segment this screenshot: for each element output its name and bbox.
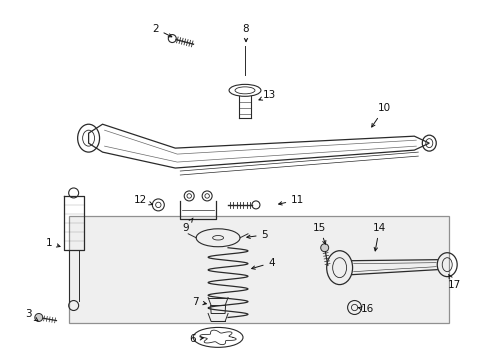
- Text: 13: 13: [259, 90, 276, 100]
- Text: 3: 3: [25, 310, 38, 321]
- Text: 16: 16: [357, 305, 373, 315]
- Text: 9: 9: [182, 218, 193, 233]
- Text: 10: 10: [371, 103, 390, 127]
- Circle shape: [320, 244, 328, 252]
- Text: 5: 5: [246, 230, 268, 240]
- Text: 2: 2: [152, 24, 171, 37]
- Text: 11: 11: [278, 195, 304, 205]
- Text: 12: 12: [134, 195, 152, 205]
- Text: 7: 7: [191, 297, 206, 306]
- Text: 4: 4: [251, 258, 275, 269]
- Text: 14: 14: [372, 223, 386, 251]
- Text: 15: 15: [312, 223, 325, 244]
- Text: 8: 8: [242, 24, 249, 42]
- Text: 6: 6: [188, 334, 203, 345]
- Circle shape: [35, 314, 42, 321]
- FancyBboxPatch shape: [69, 216, 448, 323]
- Text: 1: 1: [45, 238, 60, 248]
- Text: 17: 17: [447, 274, 460, 289]
